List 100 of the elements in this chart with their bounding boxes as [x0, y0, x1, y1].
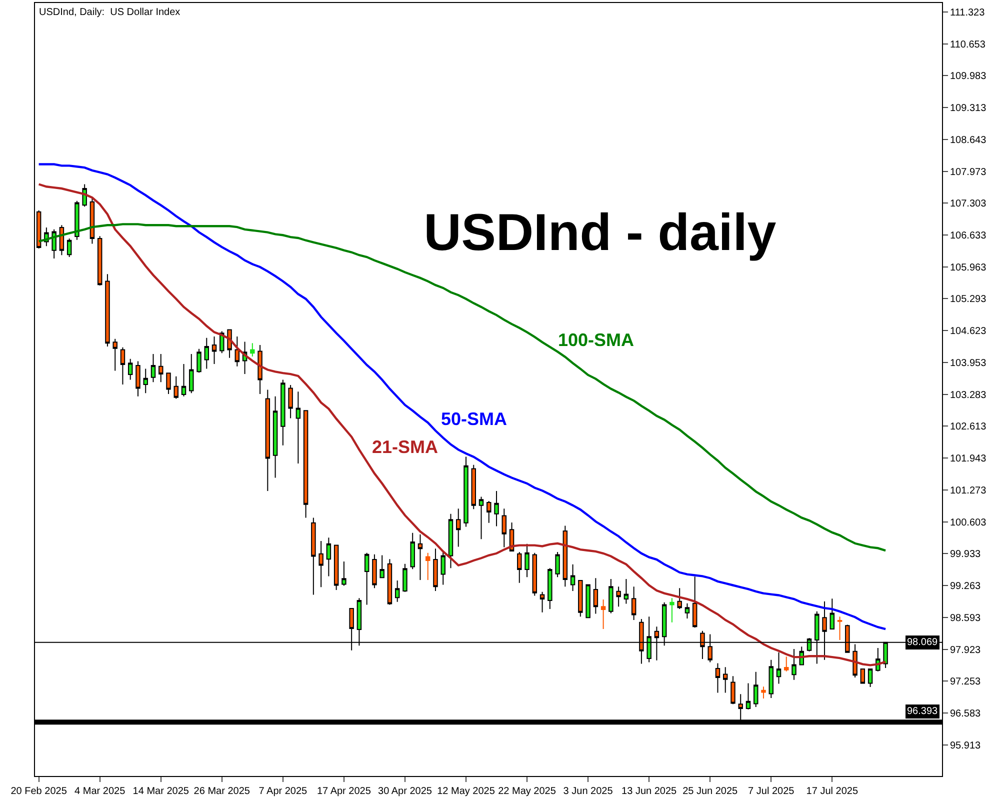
candlestick — [746, 682, 751, 710]
candlestick — [143, 368, 148, 394]
series-label: 100-SMA — [558, 330, 634, 350]
candlestick — [318, 540, 324, 588]
y-tick-label: 100.603 — [950, 517, 987, 528]
candlestick — [265, 389, 270, 492]
candlestick — [296, 391, 301, 464]
candlestick — [792, 648, 796, 680]
x-tick-label: 3 Jun 2025 — [563, 786, 614, 797]
x-tick-label: 17 Jul 2025 — [806, 786, 858, 797]
candlestick — [494, 490, 499, 527]
candlestick — [548, 568, 552, 610]
series-label: 21-SMA — [372, 437, 438, 457]
candlestick — [258, 344, 262, 395]
text: USDInd - daily — [424, 204, 776, 262]
y-tick-label: 107.973 — [950, 166, 987, 178]
candlestick — [440, 551, 446, 586]
candlestick — [166, 372, 171, 395]
candlestick — [311, 517, 316, 596]
candlestick — [181, 364, 186, 397]
candlestick — [448, 513, 454, 569]
y-tick-label: 103.953 — [950, 358, 987, 369]
candlestick — [722, 666, 728, 694]
candlestick — [761, 686, 766, 699]
candlestick — [105, 274, 110, 347]
candlestick — [387, 558, 392, 606]
x-tick-label: 7 Apr 2025 — [258, 786, 308, 797]
candlestick — [120, 346, 126, 386]
candlestick — [212, 336, 217, 365]
x-tick-label: 30 Apr 2025 — [378, 786, 432, 797]
candlestick — [715, 662, 720, 694]
candlestick — [684, 602, 690, 620]
y-tick-label: 97.923 — [950, 644, 982, 656]
y-tick-label: 110.653 — [950, 39, 986, 50]
x-tick-label: 7 Jul 2025 — [748, 786, 795, 797]
candlestick — [608, 578, 614, 614]
candlestick — [616, 586, 621, 608]
candlestick — [464, 456, 468, 528]
y-tick-label: 104.623 — [950, 326, 987, 338]
candlestick — [380, 554, 384, 578]
candlestick — [112, 338, 118, 372]
candlestick — [90, 197, 95, 244]
y-tick-label: 103.283 — [950, 390, 987, 401]
candlestick — [540, 591, 545, 613]
candlestick — [600, 599, 606, 630]
candlestick — [570, 564, 576, 592]
candlestick — [364, 552, 370, 606]
candlestick — [868, 668, 873, 688]
candlestick — [189, 354, 194, 394]
x-tick-label: 14 Mar 2025 — [132, 786, 190, 797]
candlestick — [425, 552, 430, 581]
y-tick-label: 99.263 — [950, 581, 982, 592]
y-tick-label: 105.293 — [950, 294, 987, 306]
series-label: 50-SMA — [441, 409, 508, 429]
candlestick — [456, 508, 461, 548]
candlestick — [837, 616, 842, 640]
candlestick — [410, 532, 415, 570]
candlestick — [593, 578, 598, 614]
ref-line-label: 96.393 — [907, 706, 938, 717]
ref-line-label: 98.069 — [907, 637, 938, 648]
candlestick — [272, 396, 278, 478]
candlestick — [631, 586, 636, 620]
candlestick — [532, 552, 538, 596]
candlestick — [280, 379, 286, 446]
y-tick-label: 97.253 — [950, 676, 982, 688]
candlestick — [158, 354, 164, 383]
x-tick-label: 17 Apr 2025 — [316, 786, 372, 797]
y-tick-label: 106.633 — [950, 230, 987, 242]
candlestick — [555, 551, 560, 578]
candlestick — [418, 534, 423, 581]
candlestick — [128, 358, 133, 380]
x-tick-label: 20 Feb 2025 — [10, 786, 68, 797]
candlestick — [471, 464, 476, 510]
chart-subtitle: USDInd, Daily: US Dollar Index — [39, 7, 180, 18]
y-tick-label: 107.303 — [950, 198, 987, 210]
y-tick-label: 101.273 — [950, 485, 987, 496]
candlestick — [303, 410, 308, 518]
candlestick — [517, 551, 522, 584]
candlestick — [578, 580, 583, 618]
candlestick — [670, 598, 674, 623]
candlestick — [372, 554, 377, 589]
y-tick-label: 102.613 — [950, 422, 987, 433]
candlestick — [624, 578, 629, 604]
x-tick-label: 26 Mar 2025 — [194, 786, 250, 797]
y-tick-label: 111.323 — [950, 7, 986, 18]
candlestick — [97, 236, 102, 286]
candlestick — [250, 342, 255, 357]
y-tick-label: 109.313 — [950, 103, 987, 114]
candlestick — [860, 668, 866, 684]
x-tick-label: 22 May 2025 — [498, 786, 556, 797]
y-tick-label: 101.943 — [950, 454, 987, 465]
candlestick — [433, 548, 438, 592]
candlestick — [776, 652, 782, 684]
x-tick-label: 12 May 2025 — [437, 786, 496, 797]
candlestick — [784, 656, 789, 672]
y-tick-label: 109.983 — [950, 71, 987, 82]
y-tick-label: 98.593 — [950, 612, 982, 624]
candlestick — [478, 496, 484, 540]
y-tick-label: 108.643 — [950, 134, 987, 146]
candlestick — [174, 376, 178, 400]
